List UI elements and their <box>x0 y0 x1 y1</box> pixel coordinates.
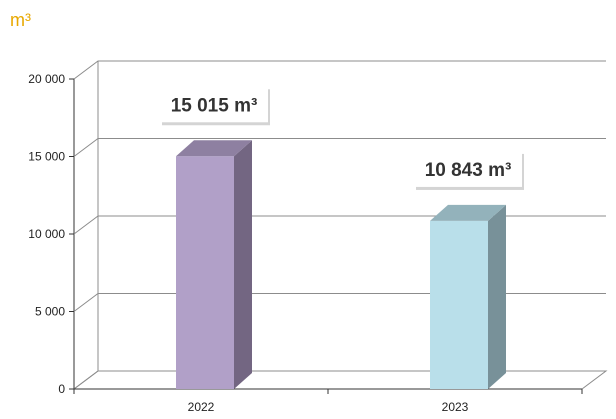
data-label-2022: 15 015 m³ <box>160 86 270 126</box>
gridline <box>73 293 606 312</box>
x-axis-ticks: 2022 2023 <box>73 389 583 414</box>
y-tick-label: 20 000 <box>28 72 65 86</box>
bar-front <box>430 220 488 389</box>
data-label-box <box>414 150 522 187</box>
data-label-box <box>160 86 268 123</box>
gridlines <box>73 60 606 312</box>
y-axis-ticks: 0 5 000 10 000 15 000 20 000 <box>28 72 74 396</box>
data-labels: 15 015 m³ 10 843 m³ <box>160 86 524 190</box>
data-label-2023: 10 843 m³ <box>414 150 524 190</box>
bars <box>176 140 506 389</box>
bar-side <box>488 204 506 389</box>
x-tick-label: 2023 <box>442 400 469 414</box>
bar-top <box>430 204 506 221</box>
bar-top <box>176 140 252 157</box>
x-tick-label: 2022 <box>188 400 215 414</box>
bar-front <box>176 156 234 389</box>
gridline <box>73 215 606 235</box>
gridline <box>73 60 606 80</box>
bar-2022 <box>176 140 252 389</box>
y-tick-label: 0 <box>58 382 65 396</box>
unit-label: m³ <box>10 10 31 30</box>
bar-side <box>234 140 252 389</box>
data-label-text: 15 015 m³ <box>171 95 258 116</box>
y-tick-label: 5 000 <box>35 305 65 319</box>
data-label-text: 10 843 m³ <box>425 160 512 181</box>
y-tick-label: 10 000 <box>28 227 65 241</box>
chart-walls <box>72 61 608 390</box>
gridline <box>73 138 606 157</box>
y-tick-label: 15 000 <box>28 150 65 164</box>
bar-2023 <box>430 204 506 389</box>
floor <box>72 370 608 390</box>
